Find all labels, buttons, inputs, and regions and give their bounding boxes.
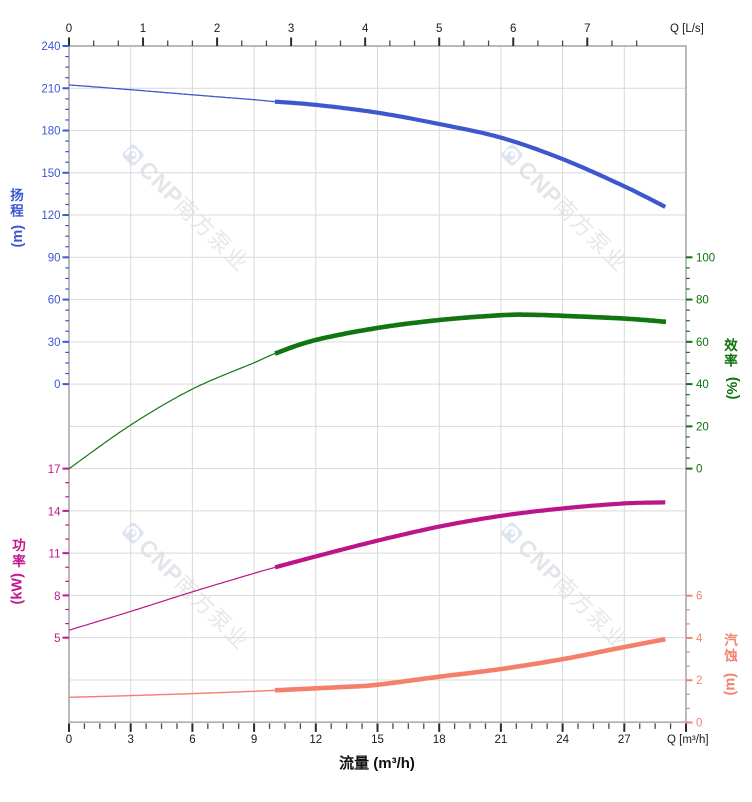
svg-text:5: 5 — [436, 23, 442, 35]
svg-text:(kW): (kW) — [10, 573, 26, 605]
svg-text:4: 4 — [362, 23, 369, 35]
svg-text:Q [L/s]: Q [L/s] — [670, 23, 704, 35]
svg-text:(%): (%) — [725, 377, 741, 400]
svg-text:21: 21 — [495, 734, 508, 746]
svg-text:80: 80 — [696, 295, 709, 307]
svg-text:12: 12 — [309, 734, 322, 746]
svg-text:8: 8 — [54, 591, 60, 603]
svg-text:扬: 扬 — [10, 187, 24, 203]
svg-text:240: 240 — [41, 41, 60, 53]
svg-text:17: 17 — [48, 464, 61, 476]
svg-text:120: 120 — [41, 210, 60, 222]
svg-text:5: 5 — [54, 633, 60, 645]
svg-text:率: 率 — [12, 553, 26, 569]
svg-text:Q [m³/h]: Q [m³/h] — [667, 734, 709, 746]
svg-text:率: 率 — [724, 353, 738, 369]
svg-text:11: 11 — [49, 549, 61, 561]
svg-text:20: 20 — [696, 421, 709, 433]
svg-text:2: 2 — [214, 23, 220, 35]
svg-text:0: 0 — [696, 464, 702, 476]
svg-text:3: 3 — [127, 734, 133, 746]
svg-text:0: 0 — [66, 734, 72, 746]
svg-text:14: 14 — [48, 506, 61, 518]
svg-text:6: 6 — [510, 23, 516, 35]
svg-text:程: 程 — [10, 204, 24, 219]
svg-text:6: 6 — [189, 734, 195, 746]
svg-text:效: 效 — [724, 337, 738, 353]
svg-text:15: 15 — [371, 734, 384, 746]
svg-text:90: 90 — [48, 252, 61, 264]
svg-text:0: 0 — [54, 379, 60, 391]
svg-text:流量 (m³/h): 流量 (m³/h) — [339, 754, 415, 772]
svg-text:150: 150 — [41, 168, 60, 180]
svg-text:蚀: 蚀 — [723, 648, 738, 664]
svg-text:18: 18 — [433, 734, 446, 746]
svg-text:1: 1 — [140, 23, 146, 35]
svg-text:100: 100 — [696, 252, 715, 264]
svg-text:3: 3 — [288, 23, 294, 35]
svg-text:(m): (m) — [723, 673, 739, 696]
svg-text:210: 210 — [41, 83, 60, 95]
svg-text:6: 6 — [696, 591, 702, 603]
svg-text:9: 9 — [251, 734, 257, 746]
svg-text:(m): (m) — [10, 225, 26, 248]
svg-text:180: 180 — [41, 126, 60, 138]
svg-text:功: 功 — [12, 538, 26, 553]
svg-text:40: 40 — [696, 379, 709, 391]
svg-text:2: 2 — [696, 675, 702, 687]
svg-text:4: 4 — [696, 633, 703, 645]
svg-text:60: 60 — [696, 337, 709, 349]
svg-text:7: 7 — [584, 23, 590, 35]
svg-text:汽: 汽 — [724, 632, 738, 648]
svg-text:0: 0 — [66, 23, 72, 35]
svg-text:30: 30 — [48, 337, 61, 349]
svg-text:0: 0 — [696, 718, 702, 730]
svg-text:60: 60 — [48, 295, 61, 307]
svg-text:27: 27 — [618, 734, 631, 746]
svg-text:24: 24 — [556, 734, 569, 746]
